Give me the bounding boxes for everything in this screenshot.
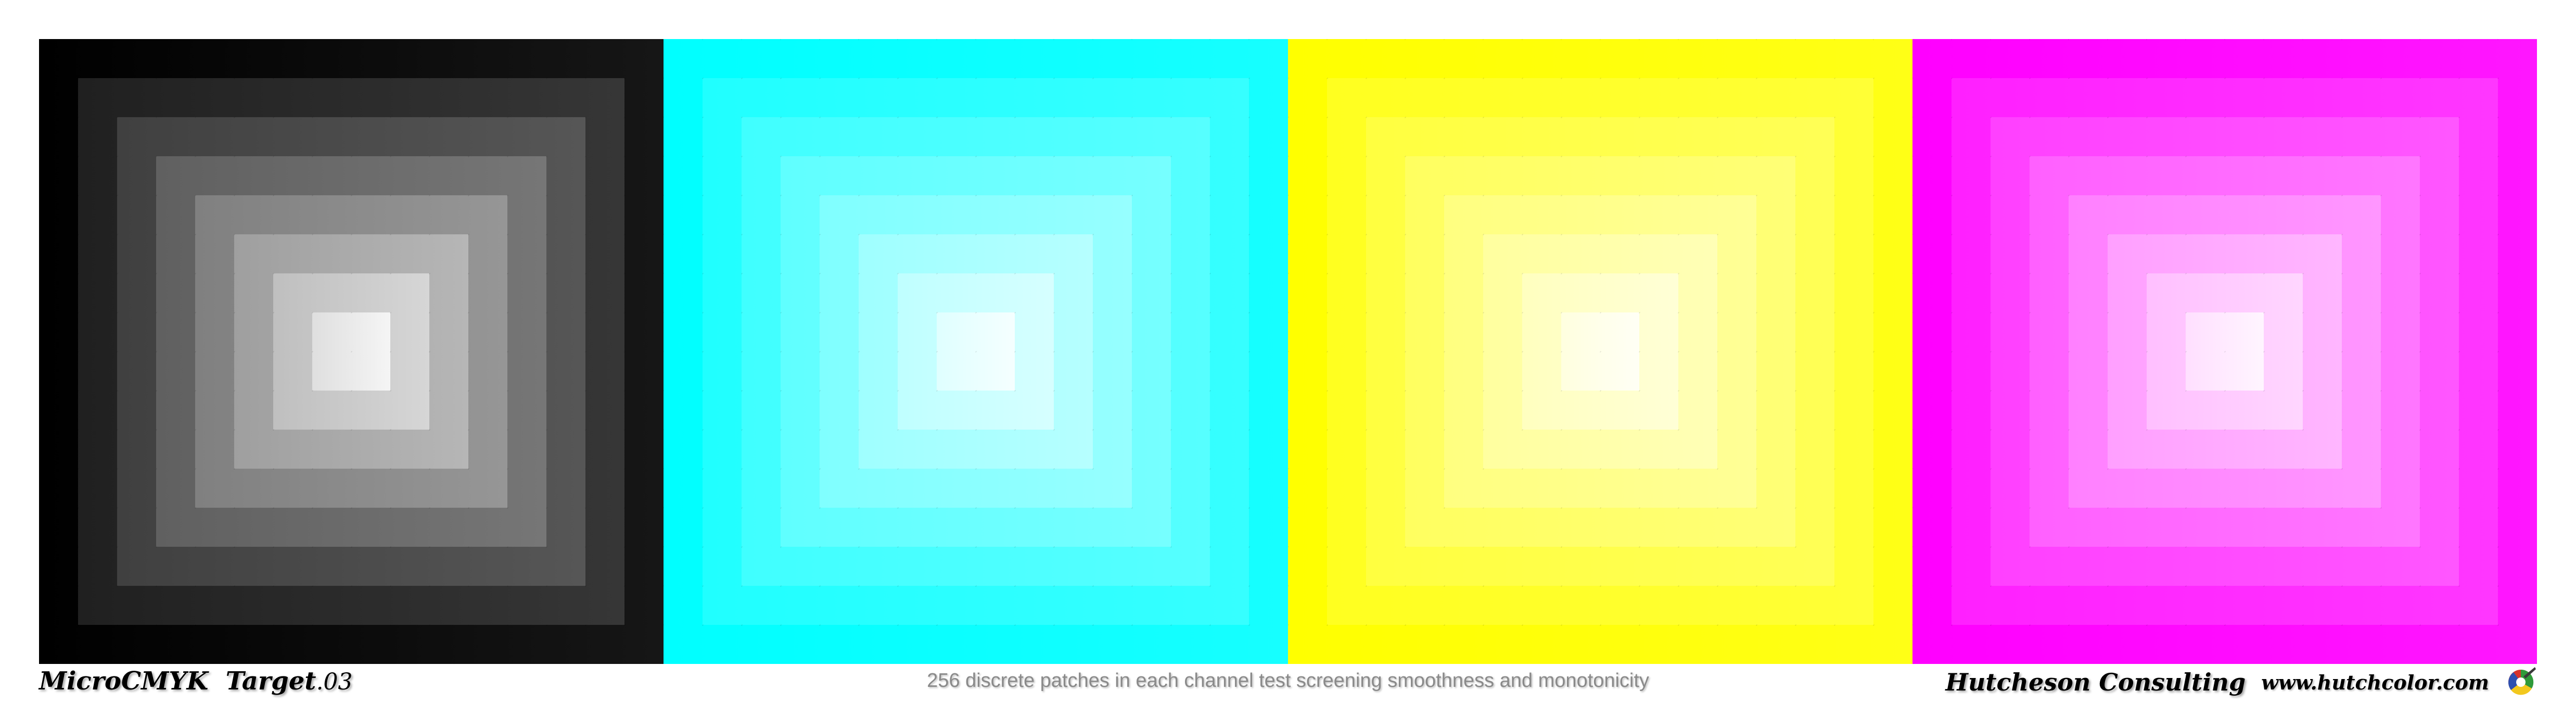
yellow-tone-ring (1561, 312, 1639, 391)
target-footer: MicroCMYK Target.03 256 discrete patches… (39, 667, 2537, 698)
magenta-channel-panel (1912, 39, 2537, 664)
micro-cmyk-target-strip (39, 39, 2537, 664)
magenta-tone-ring (2186, 312, 2264, 391)
black-channel-panel (39, 39, 664, 664)
target-caption: 256 discrete patches in each channel tes… (927, 670, 1649, 692)
cyan-tone-ring (937, 312, 1015, 391)
target-title: MicroCMYK Target.03 (39, 667, 352, 696)
target-title-suffix: .03 (316, 669, 353, 695)
black-tone-ring (312, 312, 390, 391)
brand-block: Hutcheson Consulting www.hutchcolor.com (1945, 667, 2537, 698)
brand-name: Hutcheson Consulting (1945, 668, 2246, 696)
hutchcolor-logo-icon (2508, 667, 2536, 695)
yellow-channel-panel (1288, 39, 1912, 664)
target-title-text: MicroCMYK Target (39, 667, 316, 696)
cyan-channel-panel (664, 39, 1288, 664)
brand-url: www.hutchcolor.com (2261, 670, 2489, 694)
